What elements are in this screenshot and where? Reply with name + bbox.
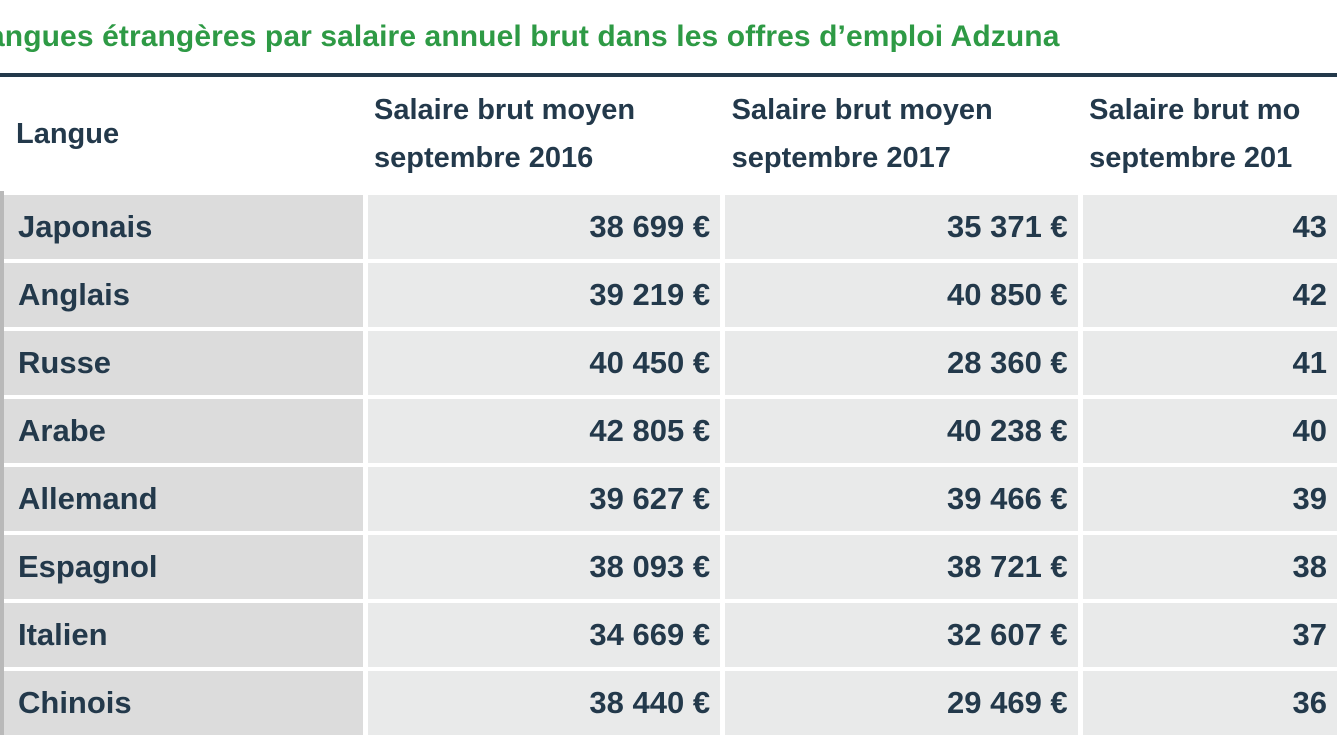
language-cell: Japonais — [0, 191, 368, 261]
header-salary-2018-line2: septembre 201 — [1089, 142, 1293, 174]
salary-2018-cell: 42 — [1080, 259, 1337, 329]
table-title: angues étrangères par salaire annuel bru… — [0, 20, 1060, 53]
header-salary-2017-line2: septembre 2017 — [731, 142, 951, 174]
language-cell: Anglais — [0, 259, 368, 329]
salary-2018-cell: 39 — [1080, 463, 1337, 533]
salary-2018-cell: 43 — [1080, 191, 1337, 261]
salary-2016-cell: 38 093 € — [365, 531, 726, 601]
salary-2017-cell: 29 469 € — [722, 667, 1083, 735]
table-row: Arabe 42 805 € 40 238 € 40 — [0, 395, 1337, 465]
salary-2016-cell: 40 450 € — [365, 327, 726, 397]
salary-2017-cell: 38 721 € — [722, 531, 1083, 601]
salary-2016-cell: 38 699 € — [365, 191, 726, 261]
language-cell: Italien — [0, 599, 368, 669]
header-salary-2018: Salaire brut mo septembre 201 — [1080, 77, 1337, 193]
header-salary-2017: Salaire brut moyen septembre 2017 — [723, 77, 1081, 193]
salary-2018-cell: 37 — [1080, 599, 1337, 669]
table-row: Chinois 38 440 € 29 469 € 36 — [0, 667, 1337, 735]
header-language: Langue — [16, 118, 120, 150]
salary-2016-cell: 38 440 € — [365, 667, 726, 735]
table-header-row: Langue Salaire brut moyen septembre 2016… — [2, 77, 1337, 193]
salary-2016-cell: 39 219 € — [365, 259, 726, 329]
salary-table: Langue Salaire brut moyen septembre 2016… — [0, 77, 1337, 735]
table-row: Italien 34 669 € 32 607 € 37 — [0, 599, 1337, 669]
salary-2016-cell: 34 669 € — [365, 599, 726, 669]
table-row: Espagnol 38 093 € 38 721 € 38 — [0, 531, 1337, 601]
salary-2017-cell: 28 360 € — [722, 327, 1083, 397]
salary-2017-cell: 40 238 € — [722, 395, 1083, 465]
table-row: Anglais 39 219 € 40 850 € 42 — [0, 259, 1337, 329]
salary-2016-cell: 39 627 € — [365, 463, 726, 533]
salary-2018-cell: 41 — [1080, 327, 1337, 397]
header-rule — [0, 73, 1337, 77]
salary-2018-cell: 36 — [1080, 667, 1337, 735]
table-row: Russe 40 450 € 28 360 € 41 — [0, 327, 1337, 397]
language-cell: Chinois — [0, 667, 368, 735]
header-salary-2018-line1: Salaire brut mo — [1089, 94, 1301, 126]
salary-2016-cell: 42 805 € — [365, 395, 726, 465]
header-salary-2016-line1: Salaire brut moyen — [374, 94, 636, 126]
header-salary-2016: Salaire brut moyen septembre 2016 — [365, 77, 723, 193]
salary-2017-cell: 35 371 € — [722, 191, 1083, 261]
salary-2017-cell: 32 607 € — [722, 599, 1083, 669]
language-cell: Arabe — [0, 395, 368, 465]
salary-2018-cell: 38 — [1080, 531, 1337, 601]
language-cell: Espagnol — [0, 531, 368, 601]
salary-2018-cell: 40 — [1080, 395, 1337, 465]
language-cell: Russe — [0, 327, 368, 397]
salary-2017-cell: 40 850 € — [722, 259, 1083, 329]
language-cell: Allemand — [0, 463, 368, 533]
salary-2017-cell: 39 466 € — [722, 463, 1083, 533]
table-row: Japonais 38 699 € 35 371 € 43 — [0, 191, 1337, 261]
table-row: Allemand 39 627 € 39 466 € 39 — [0, 463, 1337, 533]
header-salary-2016-line2: septembre 2016 — [374, 142, 594, 174]
header-salary-2017-line1: Salaire brut moyen — [731, 94, 993, 126]
